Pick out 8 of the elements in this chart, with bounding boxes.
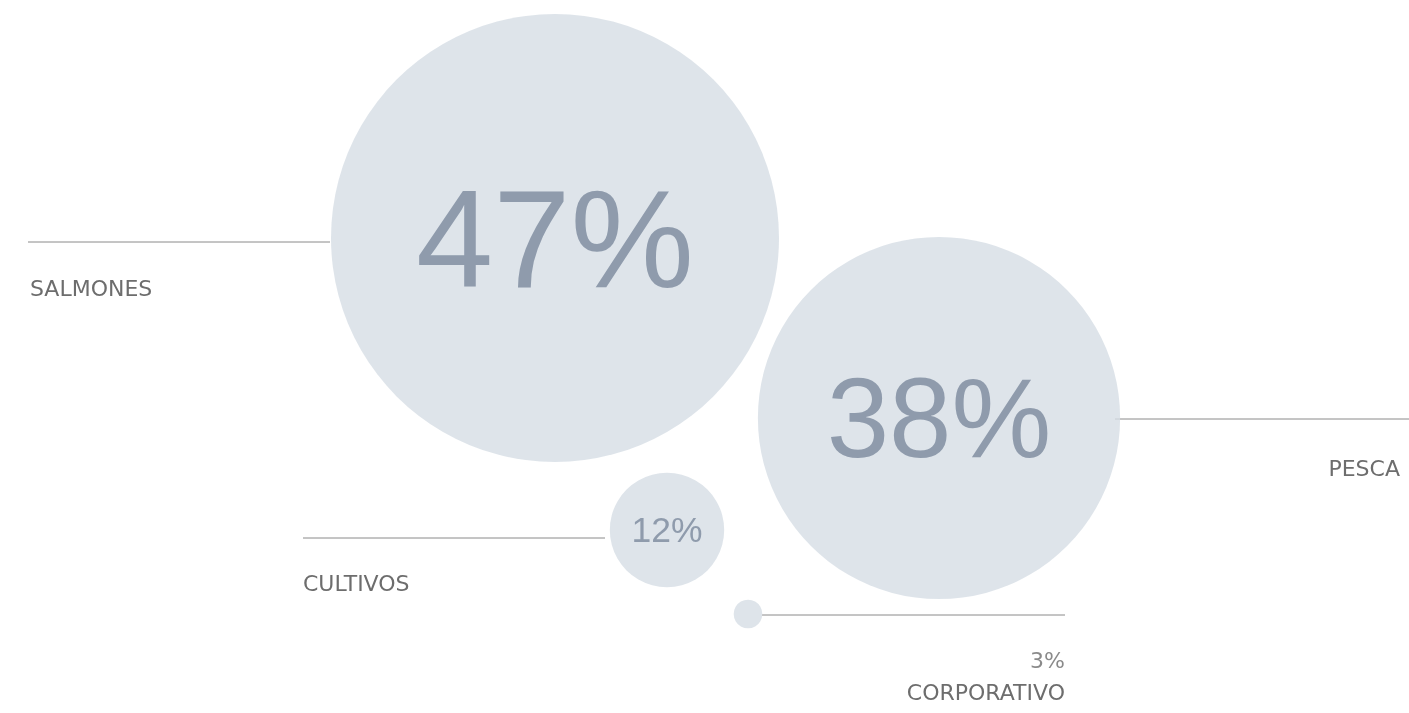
data-label: 12% (631, 510, 703, 550)
data-label: 38% (826, 355, 1052, 481)
category-label: PESCA (1328, 455, 1400, 481)
category-label: SALMONES (30, 275, 153, 301)
category-label: CULTIVOS (303, 570, 410, 596)
data-label: 47% (416, 160, 694, 316)
data-label: 3% (1030, 647, 1065, 673)
category-label: CORPORATIVO (906, 679, 1065, 705)
